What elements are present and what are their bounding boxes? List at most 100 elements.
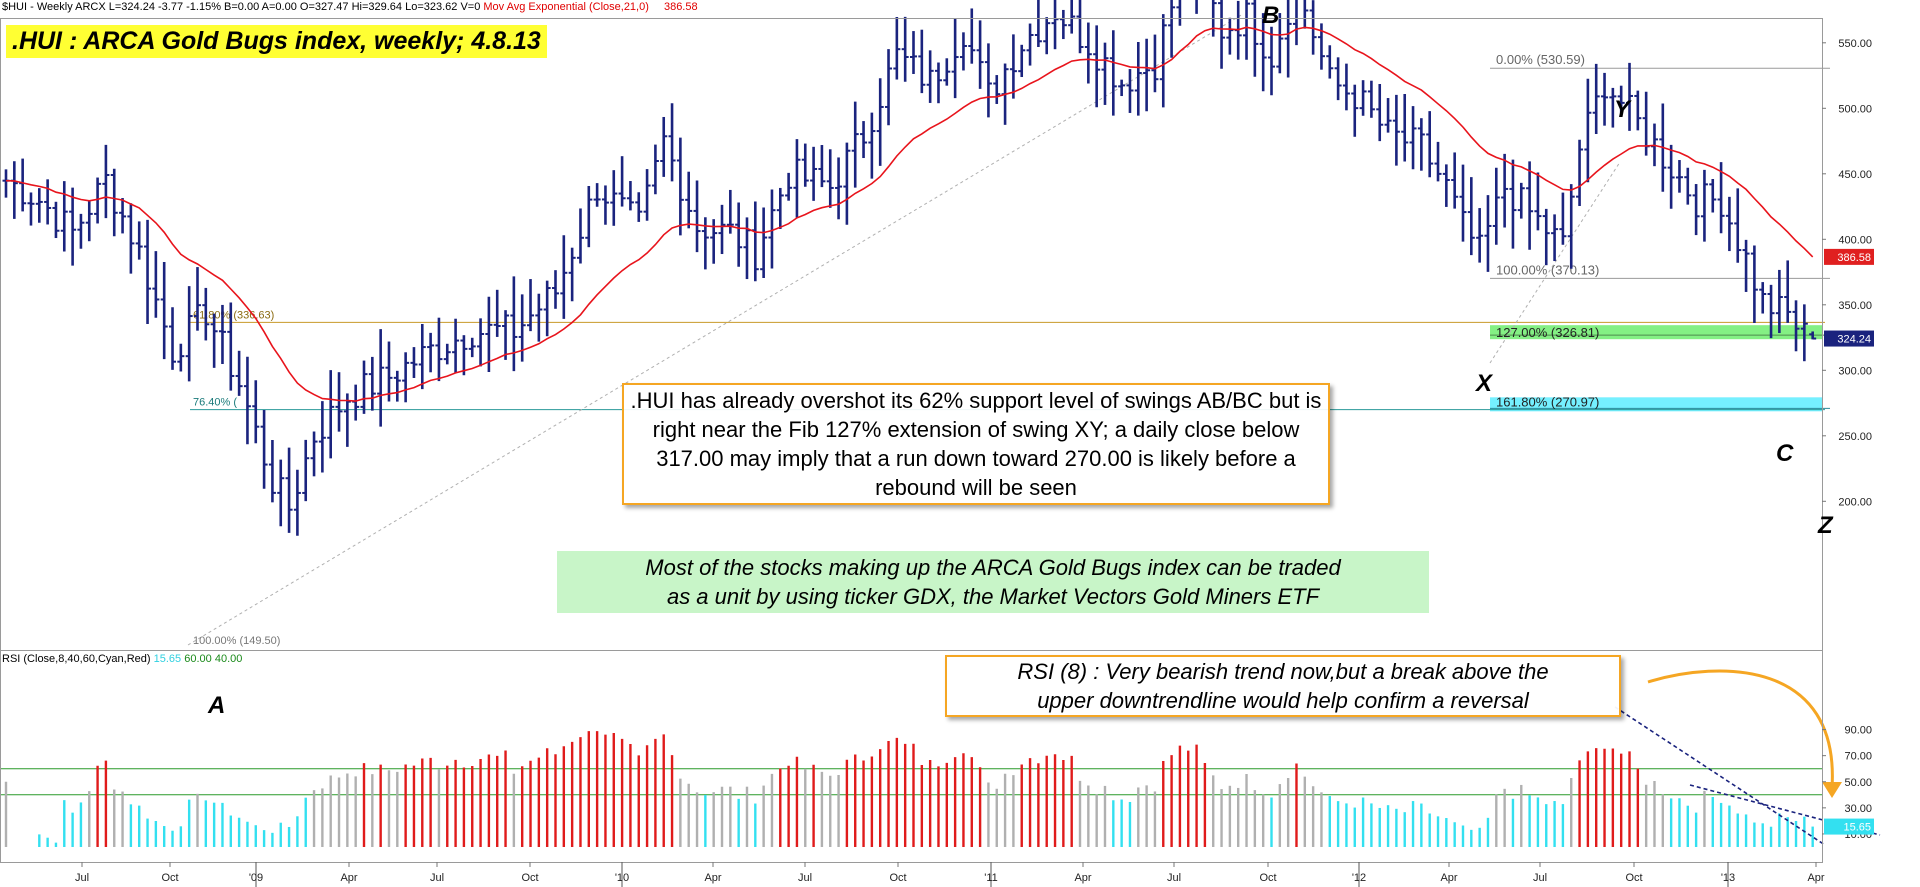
price-bar bbox=[1176, 0, 1182, 26]
price-bar bbox=[1211, 0, 1217, 37]
fib-0-label: 0.00% (530.59) bbox=[1496, 52, 1585, 67]
price-bar bbox=[235, 350, 243, 396]
date-tick-label: Oct bbox=[521, 872, 538, 884]
price-bar bbox=[185, 286, 193, 382]
price-bar bbox=[760, 207, 768, 278]
price-bar bbox=[1484, 195, 1492, 272]
gdx-note-line-2: as a unit by using ticker GDX, the Marke… bbox=[666, 584, 1320, 609]
price-bar bbox=[851, 101, 859, 188]
price-bar bbox=[1442, 164, 1450, 207]
price-bar bbox=[460, 335, 468, 376]
rsi-commentary-callout: RSI (8) : Very bearish trend now,but a b… bbox=[945, 655, 1621, 717]
price-bar bbox=[110, 168, 118, 237]
rsi-value-flag-text: 15.65 bbox=[1843, 822, 1871, 834]
price-bar bbox=[968, 8, 976, 64]
price-bar bbox=[327, 370, 335, 459]
price-bar bbox=[618, 156, 626, 207]
date-tick-label: Oct bbox=[161, 872, 178, 884]
fib-xy-dashed-trend bbox=[1489, 161, 1621, 364]
fib-a-100-label: 100.00% (149.50) bbox=[193, 635, 280, 647]
price-bar bbox=[69, 187, 77, 266]
price-bar bbox=[1551, 214, 1559, 262]
price-bar bbox=[293, 469, 301, 536]
price-bar bbox=[1517, 182, 1525, 219]
price-bar bbox=[2, 169, 10, 198]
date-tick-label: '10 bbox=[615, 872, 629, 884]
price-bar bbox=[1725, 196, 1733, 252]
price-bar bbox=[377, 329, 385, 427]
date-tick-label: Jul bbox=[75, 872, 89, 884]
price-bar bbox=[1426, 111, 1434, 178]
last-price-flag-text: 324.24 bbox=[1837, 334, 1871, 346]
date-tick-label: Jul bbox=[1167, 872, 1181, 884]
gdx-note: Most of the stocks making up the ARCA Go… bbox=[557, 551, 1429, 613]
price-bar bbox=[1151, 34, 1159, 93]
price-bar bbox=[893, 16, 901, 80]
price-bar bbox=[1567, 184, 1575, 269]
price-tick-label: 300.00 bbox=[1838, 365, 1872, 377]
price-bar bbox=[1034, 0, 1042, 47]
price-bar bbox=[368, 356, 376, 411]
ema-value-flag-text: 386.58 bbox=[1837, 252, 1871, 264]
fib-ab-dashed-trend bbox=[187, 13, 1244, 646]
price-bar bbox=[402, 352, 410, 403]
price-bar bbox=[1143, 38, 1151, 112]
price-tick-label: 350.00 bbox=[1838, 300, 1872, 312]
price-bar bbox=[1734, 188, 1742, 263]
swing-label-x: X bbox=[1476, 370, 1493, 397]
date-tick-label: Apr bbox=[1074, 872, 1091, 884]
price-bar bbox=[1284, 0, 1292, 78]
date-tick-label: '13 bbox=[1721, 872, 1735, 884]
price-bar bbox=[410, 347, 418, 378]
date-tick-label: '09 bbox=[249, 872, 263, 884]
price-bar bbox=[568, 247, 576, 302]
price-bar bbox=[1451, 152, 1459, 209]
date-tick-label: Oct bbox=[1259, 872, 1276, 884]
price-bar bbox=[1068, 0, 1076, 34]
price-bar bbox=[1592, 63, 1600, 135]
price-bar bbox=[785, 172, 793, 201]
price-bar bbox=[352, 384, 360, 421]
rsi-panel bbox=[0, 669, 1881, 847]
price-bar bbox=[227, 302, 235, 391]
date-tick-label: Apr bbox=[1440, 872, 1457, 884]
fib-100-label: 100.00% (370.13) bbox=[1496, 262, 1599, 277]
price-bar bbox=[685, 171, 693, 229]
price-bar bbox=[1195, 0, 1198, 14]
price-bar bbox=[843, 142, 851, 225]
price-bar bbox=[1476, 208, 1484, 263]
rsi-tick-label: 30.00 bbox=[1844, 803, 1872, 815]
date-tick-label: Oct bbox=[1625, 872, 1642, 884]
price-bar bbox=[1218, 0, 1226, 69]
price-bar bbox=[10, 161, 18, 219]
price-bar bbox=[1409, 106, 1417, 170]
price-bar bbox=[1434, 141, 1442, 182]
price-bar bbox=[502, 310, 510, 360]
price-bar bbox=[202, 287, 210, 341]
price-bar bbox=[1251, 0, 1259, 77]
ema-legend: Mov Avg Exponential (Close,21,0) bbox=[483, 1, 649, 13]
price-bar bbox=[1501, 153, 1509, 228]
rsi-tick-label: 70.00 bbox=[1844, 751, 1872, 763]
price-bar bbox=[277, 459, 285, 527]
date-tick-label: Oct bbox=[889, 872, 906, 884]
price-bar bbox=[393, 370, 401, 402]
price-bar bbox=[135, 221, 143, 260]
price-bar bbox=[635, 192, 643, 222]
price-bar bbox=[984, 43, 992, 118]
price-bar bbox=[1542, 208, 1550, 266]
price-bar bbox=[1750, 245, 1758, 324]
price-bar bbox=[1093, 25, 1101, 108]
price-bar bbox=[19, 158, 27, 212]
price-bar bbox=[285, 447, 293, 533]
price-bar bbox=[918, 29, 926, 94]
price-bar bbox=[443, 343, 451, 365]
price-bar bbox=[27, 192, 35, 226]
price-bar bbox=[1109, 30, 1117, 116]
price-bar bbox=[1742, 239, 1750, 292]
price-bar bbox=[1492, 167, 1500, 245]
price-bar bbox=[993, 75, 1001, 104]
price-bar bbox=[94, 177, 102, 224]
price-bar bbox=[1026, 23, 1034, 66]
rsi-commentary-line-1: RSI (8) : Very bearish trend now,but a b… bbox=[1017, 659, 1549, 684]
